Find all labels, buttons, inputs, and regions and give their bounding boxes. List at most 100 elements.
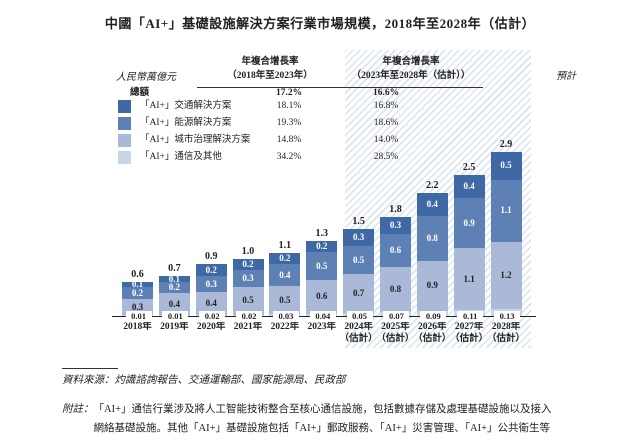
bar-axis-value: 0.03 xyxy=(272,311,299,322)
bar-segment: 1.2 xyxy=(490,241,522,309)
bar-segment: 0.9 xyxy=(453,197,485,249)
bar-total-label: 1.8 xyxy=(389,203,402,215)
bar-axis-value: 0.07 xyxy=(383,311,410,322)
cagr-value: 14.0% xyxy=(373,135,399,145)
bar-segment: 0.1 xyxy=(122,280,153,288)
bar-segment: 0.2 xyxy=(122,287,153,299)
bar-year-label: 2028年 （估計） xyxy=(486,322,525,344)
bar-axis-value: 0.09 xyxy=(420,311,447,322)
y-axis-unit-label: 人民幣萬億元 xyxy=(116,72,176,83)
cagr-value: 16.8% xyxy=(373,101,399,111)
bar-year-label: 2027年 （估計） xyxy=(450,322,489,344)
footnote-text: 「AI+」通信行業涉及將人工智能技術整合至核心通信設施，包括數據存儲及處理基礎設… xyxy=(94,400,552,438)
bar-year-label: 2021年 xyxy=(233,322,263,332)
bar-segment: 0.8 xyxy=(379,267,411,313)
cagr-value: 19.3% xyxy=(276,118,302,128)
bar-total-label: 0.9 xyxy=(204,251,218,263)
forecast-label: 預計 xyxy=(556,71,576,82)
bar-segment: 0.2 xyxy=(306,240,338,253)
bar-segment: 0.2 xyxy=(195,264,227,276)
bar-axis-value: 0.01 xyxy=(125,311,152,322)
bar-segment: 0.3 xyxy=(232,270,264,287)
footnote-line: 網絡基礎設施。其他「AI+」基礎設施包括「AI+」郵政服務、「AI+」災害管理、… xyxy=(93,423,551,434)
bar-total-label: 2.9 xyxy=(499,138,513,150)
legend-total-label: 總額 xyxy=(130,88,150,98)
source-separator-line xyxy=(62,368,118,369)
bar-segment: 0.7 xyxy=(343,274,375,314)
legend-item-communications: 「AI+」通信及其他 xyxy=(140,152,222,162)
bar-total-label: 2.5 xyxy=(462,162,476,174)
cagr-value: 18.6% xyxy=(373,118,399,128)
bar-year-label: 2025年 （估計） xyxy=(376,322,415,344)
bar-total-label: 1.1 xyxy=(278,239,292,251)
bar-axis-value: 0.02 xyxy=(236,311,263,322)
bar-axis-value: 0.13 xyxy=(494,311,520,322)
bar-segment: 0.3 xyxy=(195,275,227,293)
cagr-header-underline xyxy=(197,87,483,88)
cagr-header-line2: （2018年至2023年） xyxy=(227,71,313,81)
cagr-header-line2: （2023年至2028年（估計）） xyxy=(351,71,471,81)
legend-swatch-energy xyxy=(118,117,131,130)
bar-segment: 1.1 xyxy=(453,248,485,310)
legend-swatch-transport xyxy=(118,100,131,113)
legend-item-city-governance: 「AI+」城市治理解決方案 xyxy=(140,135,251,145)
bar-year-label: 2019年 xyxy=(160,322,189,332)
cagr-value: 18.1% xyxy=(276,101,302,111)
cagr-header-2018-2023: 年複合增長率 （2018年至2023年） xyxy=(200,55,340,83)
footnote-label: 附註： xyxy=(62,404,94,415)
footnote-line: 「AI+」通信行業涉及將人工智能技術整合至核心通信設施，包括數據存儲及處理基礎設… xyxy=(93,404,552,415)
footnote: 附註： 「AI+」通信行業涉及將人工智能技術整合至核心通信設施，包括數據存儲及處… xyxy=(62,400,552,438)
bar-segment: 0.9 xyxy=(416,260,448,311)
bar-segment: 0.1 xyxy=(158,274,190,283)
bar-segment: 0.5 xyxy=(232,286,264,315)
bar-segment: 0.2 xyxy=(232,258,264,271)
bar-year-label: 2018年 xyxy=(123,322,152,332)
bar-total-label: 2.2 xyxy=(426,180,439,192)
bar-axis-value: 0.04 xyxy=(309,311,336,322)
bar-total-label: 1.3 xyxy=(315,227,329,239)
chart-title: 中國「AI+」基礎設施解決方案行業市場規模，2018年至2028年（估計） xyxy=(104,16,536,31)
bar-total-label: 0.7 xyxy=(168,263,181,275)
cagr-value: 28.5% xyxy=(373,152,399,162)
legend-swatch-city-governance xyxy=(118,134,131,147)
bar-segment: 0.4 xyxy=(416,193,448,216)
cagr-header-line1: 年複合增長率 xyxy=(382,57,440,67)
bar-segment: 0.4 xyxy=(158,293,190,316)
bar-segment: 0.5 xyxy=(269,286,301,315)
bar-year-label: 2023年 xyxy=(307,322,336,332)
bar-axis-value: 0.11 xyxy=(457,311,484,322)
bar-year-label: 2026年 （估計） xyxy=(413,322,452,344)
bar-segment: 0.3 xyxy=(379,216,411,234)
bar-year-label: 2024年 （估計） xyxy=(339,322,378,344)
bar-axis-value: 0.02 xyxy=(199,311,226,322)
bar-year-label: 2020年 xyxy=(196,322,226,332)
legend-item-transport: 「AI+」交通解決方案 xyxy=(140,101,232,111)
bar-segment: 1.1 xyxy=(490,179,522,242)
cagr-value: 14.8% xyxy=(276,135,302,145)
legend-item-energy: 「AI+」能源解決方案 xyxy=(140,118,232,128)
bar-total-label: 0.6 xyxy=(131,268,144,280)
bar-segment: 0.3 xyxy=(343,229,375,246)
legend-swatch-communications xyxy=(118,151,131,164)
bar-segment: 0.5 xyxy=(306,252,338,281)
bar-segment: 0.6 xyxy=(379,233,411,268)
bar-segment: 0.4 xyxy=(269,263,301,287)
bar-segment: 0.4 xyxy=(453,175,485,198)
cagr-header-2023-2028: 年複合增長率 （2023年至2028年（估計）） xyxy=(341,55,481,83)
bar-segment: 0.2 xyxy=(158,281,190,294)
bar-axis-value: 0.05 xyxy=(346,311,373,322)
bar-segment: 0.6 xyxy=(306,280,338,314)
bar-year-label: 2022年 xyxy=(270,322,300,332)
bar-total-label: 1.0 xyxy=(241,245,255,257)
bar-segment: 0.5 xyxy=(343,246,375,274)
cagr-value: 17.2% xyxy=(275,88,303,98)
bar-total-label: 1.5 xyxy=(352,216,365,228)
cagr-value: 16.6% xyxy=(372,88,400,98)
bar-segment: 0.4 xyxy=(195,292,227,315)
bar-segment: 0.8 xyxy=(416,215,448,261)
bar-segment: 0.5 xyxy=(490,151,522,180)
bar-segment: 0.2 xyxy=(269,252,301,264)
cagr-header-line1: 年複合增長率 xyxy=(241,57,299,67)
